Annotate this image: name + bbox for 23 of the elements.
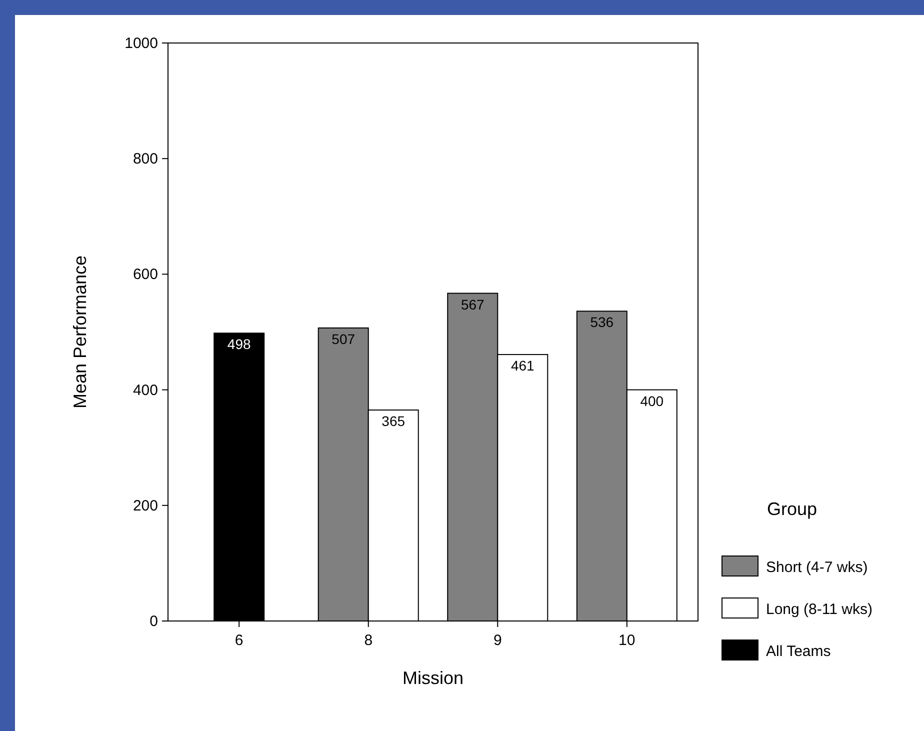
x-tick-label: 6 <box>234 632 244 649</box>
data-label: 507 <box>332 330 356 347</box>
y-axis-title: Mean Performance <box>70 255 90 409</box>
y-tick-label: 200 <box>132 497 158 514</box>
data-label: 498 <box>227 336 251 352</box>
legend-label: All Teams <box>766 643 831 660</box>
y-tick-label: 400 <box>132 382 158 399</box>
legend-label: Short (4-7 wks) <box>766 559 868 576</box>
data-label: 365 <box>382 413 406 430</box>
y-tick-label: 800 <box>132 150 158 168</box>
data-label: 461 <box>510 358 535 374</box>
x-tick-label: 8 <box>364 632 373 649</box>
x-tick-label: 10 <box>618 632 636 649</box>
data-label: 567 <box>460 296 485 312</box>
legend-label: Long (8-11 wks) <box>766 601 872 618</box>
legend-title: Group <box>766 499 818 519</box>
y-tick-label: 600 <box>132 266 158 284</box>
data-label: 400 <box>640 392 664 409</box>
data-label: 536 <box>590 314 614 330</box>
y-tick-label: 1000 <box>124 35 158 52</box>
y-tick-label: 0 <box>150 613 158 630</box>
x-axis-title: Mission <box>402 668 464 688</box>
x-tick-label: 9 <box>493 632 502 649</box>
